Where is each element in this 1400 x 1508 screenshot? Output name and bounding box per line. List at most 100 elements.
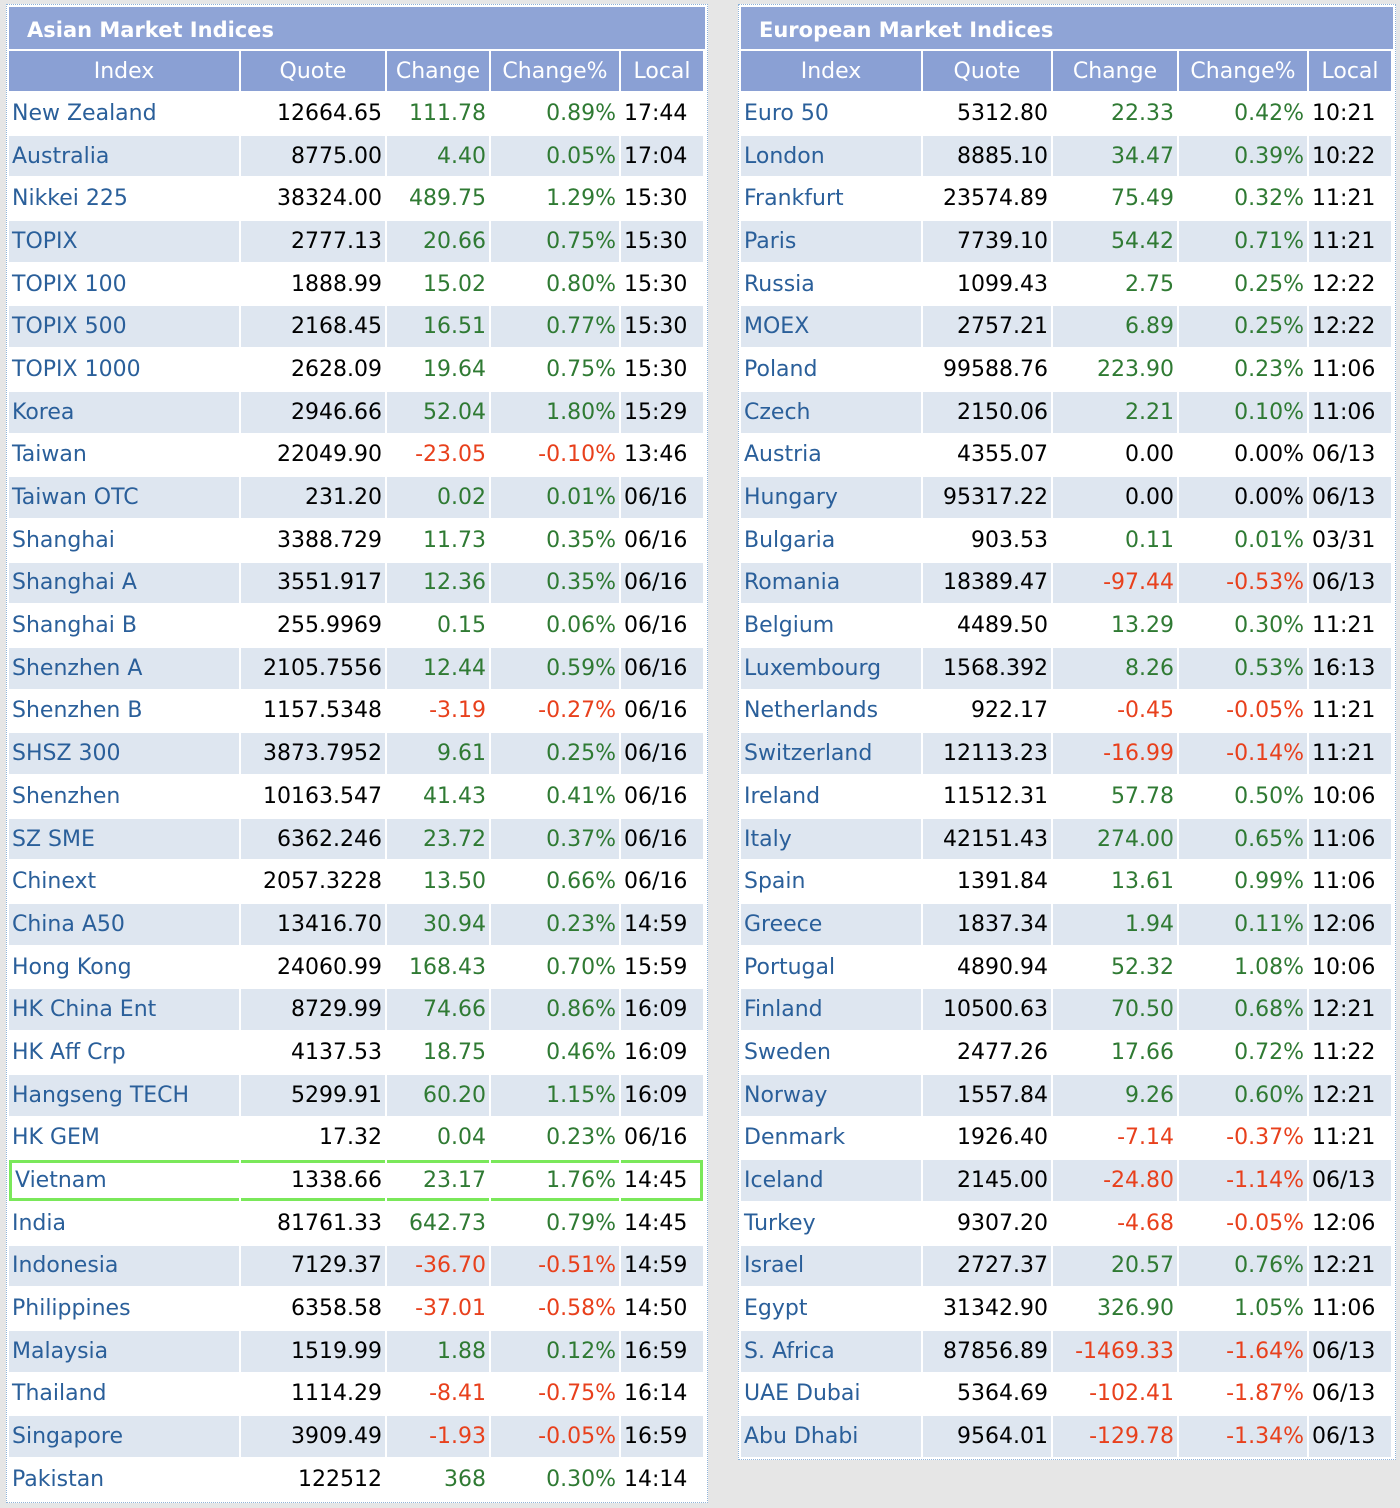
change-percent: 0.60% <box>1179 1074 1307 1116</box>
change-percent: 0.89% <box>546 100 616 126</box>
index-name[interactable]: London <box>741 135 921 177</box>
index-name[interactable]: TOPIX <box>9 221 239 262</box>
column-header: Change <box>387 51 489 91</box>
index-name[interactable]: Paris <box>741 221 921 262</box>
change-percent: 0.86% <box>491 989 619 1031</box>
index-name[interactable]: HK GEM <box>12 1125 100 1151</box>
index-name[interactable]: S. Africa <box>741 1330 921 1372</box>
index-row: Belgium 4489.50 13.29 0.30% 11:21 <box>741 605 1391 646</box>
index-row: Russia 1099.43 2.75 0.25% 12:22 <box>741 264 1391 305</box>
index-name[interactable]: Chinext <box>12 869 97 895</box>
index-name[interactable]: Czech <box>741 391 921 433</box>
change: 41.43 <box>423 783 486 809</box>
change: 642.73 <box>409 1210 486 1236</box>
index-name[interactable]: SZ SME <box>9 818 239 860</box>
header-row: Index Quote Change Change% Local <box>9 51 703 91</box>
index-name[interactable]: Shanghai A <box>9 562 239 604</box>
index-name[interactable]: Singapore <box>9 1416 239 1457</box>
index-name[interactable]: Shanghai B <box>12 613 137 639</box>
quote: 3388.729 <box>277 527 382 553</box>
index-name[interactable]: Frankfurt <box>744 186 844 212</box>
index-name[interactable]: Shanghai <box>12 527 115 553</box>
index-name[interactable]: Hong Kong <box>12 954 132 980</box>
quote: 3909.49 <box>241 1416 385 1457</box>
index-name[interactable]: Israel <box>741 1245 921 1287</box>
index-name[interactable]: Sweden <box>744 1039 831 1065</box>
local-time: 03/31 <box>1312 527 1376 553</box>
index-name[interactable]: Italy <box>741 818 921 860</box>
change-percent: -0.05% <box>1226 1210 1304 1236</box>
index-name[interactable]: Romania <box>741 562 921 604</box>
change: 1.88 <box>387 1330 489 1372</box>
local-time: 16:59 <box>621 1330 703 1372</box>
index-name[interactable]: Norway <box>741 1074 921 1116</box>
index-name[interactable]: Finland <box>741 989 921 1031</box>
index-name[interactable]: Indonesia <box>9 1245 239 1287</box>
index-name[interactable]: Iceland <box>741 1160 921 1201</box>
local-time: 06/16 <box>624 869 688 895</box>
index-name[interactable]: TOPIX 500 <box>9 306 239 348</box>
index-name[interactable]: Euro 50 <box>744 100 829 126</box>
local-time: 06/13 <box>1309 477 1391 518</box>
index-name[interactable]: MOEX <box>741 306 921 348</box>
index-name[interactable]: Korea <box>9 391 239 433</box>
index-name[interactable]: Belgium <box>744 613 835 639</box>
index-name[interactable]: Denmark <box>744 1125 846 1151</box>
quote: 2057.3228 <box>263 869 382 895</box>
index-name[interactable]: Turkey <box>744 1210 816 1236</box>
index-name[interactable]: New Zealand <box>12 100 157 126</box>
index-name[interactable]: Portugal <box>744 954 836 980</box>
index-name[interactable]: Greece <box>741 904 921 945</box>
index-name[interactable]: TOPIX 1000 <box>12 356 141 382</box>
index-name[interactable]: Russia <box>744 271 815 297</box>
change-percent: 1.29% <box>546 186 616 212</box>
index-name[interactable]: Pakistan <box>12 1466 105 1492</box>
quote: 23574.89 <box>943 186 1048 212</box>
index-name[interactable]: Spain <box>744 869 806 895</box>
index-name[interactable]: Netherlands <box>744 698 879 724</box>
index-row: TOPIX 100 1888.99 15.02 0.80% 15:30 <box>9 264 703 305</box>
index-name[interactable]: Shenzhen <box>12 783 121 809</box>
index-name[interactable]: India <box>12 1210 66 1236</box>
column-header: Quote <box>241 51 385 91</box>
change-percent: 0.23% <box>1234 356 1304 382</box>
index-name[interactable]: Austria <box>744 442 822 468</box>
index-name[interactable]: Vietnam <box>9 1160 239 1201</box>
quote: 2145.00 <box>923 1160 1051 1201</box>
change: 0.15 <box>437 613 486 639</box>
change: 54.42 <box>1053 221 1177 262</box>
index-name[interactable]: Taiwan <box>12 442 87 468</box>
index-name[interactable]: Thailand <box>12 1381 107 1407</box>
index-name[interactable]: China A50 <box>9 904 239 945</box>
index-name[interactable]: Taiwan OTC <box>9 477 239 518</box>
index-name[interactable]: Shenzhen A <box>9 647 239 689</box>
index-name[interactable]: Poland <box>744 356 818 382</box>
index-row: Shanghai A 3551.917 12.36 0.35% 06/16 <box>9 562 703 604</box>
quote: 11512.31 <box>943 783 1048 809</box>
change: 168.43 <box>409 954 486 980</box>
index-name[interactable]: Abu Dhabi <box>741 1416 921 1457</box>
index-name[interactable]: Ireland <box>744 783 821 809</box>
index-name[interactable]: Hungary <box>741 477 921 518</box>
index-name[interactable]: HK China Ent <box>9 989 239 1031</box>
index-name[interactable]: Shenzhen B <box>12 698 143 724</box>
index-name[interactable]: SHSZ 300 <box>9 733 239 774</box>
index-name[interactable]: Bulgaria <box>744 527 836 553</box>
index-name[interactable]: Philippines <box>12 1296 131 1322</box>
index-name[interactable]: TOPIX 100 <box>12 271 127 297</box>
index-row: Norway 1557.84 9.26 0.60% 12:21 <box>741 1074 1391 1116</box>
index-name[interactable]: Switzerland <box>741 733 921 774</box>
index-name[interactable]: HK Aff Crp <box>12 1039 126 1065</box>
index-name[interactable]: Egypt <box>744 1296 808 1322</box>
local-time: 14:45 <box>621 1160 703 1201</box>
index-name[interactable]: Hangseng TECH <box>9 1074 239 1116</box>
index-row: China A50 13416.70 30.94 0.23% 14:59 <box>9 904 703 945</box>
index-name[interactable]: Luxembourg <box>741 647 921 689</box>
index-name[interactable]: UAE Dubai <box>744 1381 861 1407</box>
index-name[interactable]: Australia <box>9 135 239 177</box>
index-name[interactable]: Malaysia <box>9 1330 239 1372</box>
change-percent: 0.68% <box>1179 989 1307 1031</box>
index-name[interactable]: Nikkei 225 <box>12 186 128 212</box>
quote: 1519.99 <box>241 1330 385 1372</box>
